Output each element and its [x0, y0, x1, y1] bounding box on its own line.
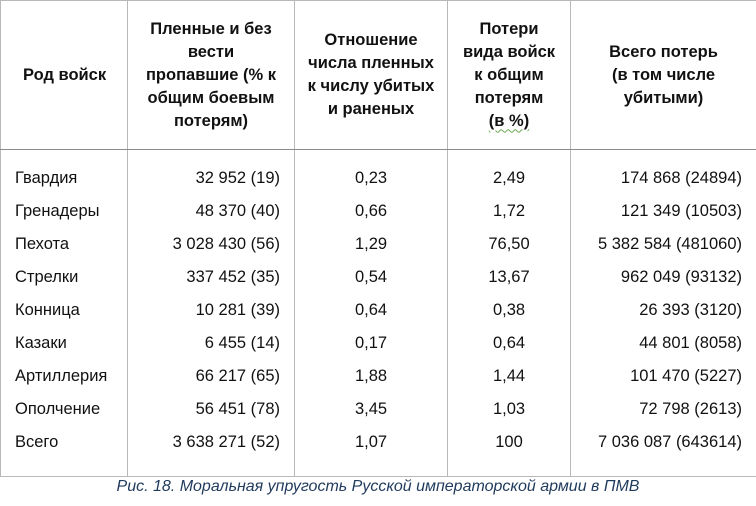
captured-cell: 56 451 (78) [127, 393, 295, 426]
header-line: и раненых [327, 100, 415, 118]
captured-cell: 3 028 430 (56) [127, 228, 295, 261]
ratio-cell: 0,64 [294, 294, 448, 327]
captured-cell: 3 638 271 (52) [127, 426, 295, 459]
header-line: вести [187, 42, 235, 61]
table-row: Конница 10 281 (39) 0,64 0,38 26 393 (31… [0, 294, 756, 327]
share-cell: 0,38 [447, 294, 571, 327]
captured-cell: 32 952 (19) [127, 162, 295, 195]
share-cell: 13,67 [447, 261, 571, 294]
branch-cell: Гвардия [0, 162, 128, 195]
header-line: Пленные и без [150, 19, 272, 38]
ratio-cell: 0,66 [294, 195, 448, 228]
branch-cell: Артиллерия [0, 360, 128, 393]
header-line: пропавшие (% к [145, 65, 277, 84]
header-share: Потери вида войск к общим потерям (в %) [447, 0, 571, 150]
branch-cell: Всего [0, 426, 128, 459]
table-row: Ополчение 56 451 (78) 3,45 1,03 72 798 (… [0, 393, 756, 426]
ratio-cell: 1,07 [294, 426, 448, 459]
spacer-row [0, 149, 756, 162]
share-cell: 100 [447, 426, 571, 459]
captured-cell: 6 455 (14) [127, 327, 295, 360]
share-cell: 76,50 [447, 228, 571, 261]
header-line: числа пленных [308, 54, 434, 72]
ratio-cell: 0,23 [294, 162, 448, 195]
share-cell: 1,03 [447, 393, 571, 426]
empty-cell [294, 459, 448, 477]
table-row: Стрелки 337 452 (35) 0,54 13,67 962 049 … [0, 261, 756, 294]
losses-table-container: Род войск Пленные и без вести пропавшие … [0, 0, 756, 477]
share-cell: 1,72 [447, 195, 571, 228]
share-cell: 0,64 [447, 327, 571, 360]
ratio-cell: 1,88 [294, 360, 448, 393]
header-line: общим боевым [147, 88, 275, 107]
ratio-cell: 0,54 [294, 261, 448, 294]
captured-cell: 66 217 (65) [127, 360, 295, 393]
header-line: (в том числе [611, 65, 716, 84]
table-row: Пехота 3 028 430 (56) 1,29 76,50 5 382 5… [0, 228, 756, 261]
total-cell: 101 470 (5227) [570, 360, 756, 393]
header-line: к общим [474, 65, 544, 84]
total-cell: 72 798 (2613) [570, 393, 756, 426]
header-row: Род войск Пленные и без вести пропавшие … [0, 0, 756, 150]
header-line: к числу убитых [307, 77, 435, 95]
total-cell: 7 036 087 (643614) [570, 426, 756, 459]
total-cell: 26 393 (3120) [570, 294, 756, 327]
branch-cell: Пехота [0, 228, 128, 261]
header-line: Отношение [324, 31, 418, 49]
header-line: потерям [474, 88, 544, 107]
header-line: Потери [479, 19, 539, 38]
empty-cell [127, 149, 295, 162]
empty-cell [0, 459, 128, 477]
table-row: Казаки 6 455 (14) 0,17 0,64 44 801 (8058… [0, 327, 756, 360]
ratio-cell: 0,17 [294, 327, 448, 360]
branch-cell: Ополчение [0, 393, 128, 426]
empty-cell [0, 149, 128, 162]
share-cell: 1,44 [447, 360, 571, 393]
empty-cell [447, 149, 571, 162]
branch-cell: Конница [0, 294, 128, 327]
ratio-cell: 3,45 [294, 393, 448, 426]
losses-table: Род войск Пленные и без вести пропавшие … [0, 0, 756, 477]
total-cell: 5 382 584 (481060) [570, 228, 756, 261]
captured-cell: 10 281 (39) [127, 294, 295, 327]
header-line: Всего потерь [609, 42, 718, 61]
figure-caption: Рис. 18. Моральная упругость Русской имп… [116, 478, 640, 495]
total-cell: 174 868 (24894) [570, 162, 756, 195]
header-total: Всего потерь (в том числе убитыми) [570, 0, 756, 150]
total-cell: 962 049 (93132) [570, 261, 756, 294]
spacer-row [0, 459, 756, 477]
empty-cell [570, 149, 756, 162]
table-row: Гренадеры 48 370 (40) 0,66 1,72 121 349 … [0, 195, 756, 228]
header-line: потерям) [173, 111, 249, 130]
branch-cell: Гренадеры [0, 195, 128, 228]
captured-cell: 337 452 (35) [127, 261, 295, 294]
header-branch: Род войск [0, 0, 128, 150]
empty-cell [570, 459, 756, 477]
empty-cell [127, 459, 295, 477]
empty-cell [294, 149, 448, 162]
captured-cell: 48 370 (40) [127, 195, 295, 228]
table-row-total: Всего 3 638 271 (52) 1,07 100 7 036 087 … [0, 426, 756, 459]
header-captured: Пленные и без вести пропавшие (% к общим… [127, 0, 295, 150]
header-line: убитыми) [623, 88, 704, 107]
header-ratio: Отношение числа пленных к числу убитых и… [294, 0, 448, 150]
share-cell: 2,49 [447, 162, 571, 195]
header-line: (в %) [488, 111, 530, 130]
ratio-cell: 1,29 [294, 228, 448, 261]
total-cell: 121 349 (10503) [570, 195, 756, 228]
header-line: вида войск [462, 42, 556, 61]
branch-cell: Стрелки [0, 261, 128, 294]
empty-cell [447, 459, 571, 477]
branch-cell: Казаки [0, 327, 128, 360]
total-cell: 44 801 (8058) [570, 327, 756, 360]
header-line: Род войск [23, 65, 107, 84]
table-row: Артиллерия 66 217 (65) 1,88 1,44 101 470… [0, 360, 756, 393]
table-row: Гвардия 32 952 (19) 0,23 2,49 174 868 (2… [0, 162, 756, 195]
